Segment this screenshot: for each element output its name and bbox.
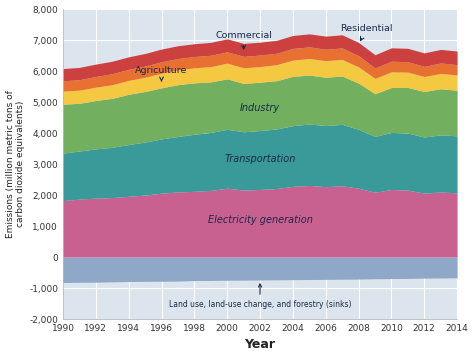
Y-axis label: Emissions (million metric tons of
carbon dioxide equivalents): Emissions (million metric tons of carbon… <box>6 90 25 238</box>
Text: Agriculture: Agriculture <box>135 66 188 81</box>
Text: Transportation: Transportation <box>224 154 296 164</box>
Text: Land use, land-use change, and forestry (sinks): Land use, land-use change, and forestry … <box>169 284 351 309</box>
Text: Industry: Industry <box>240 103 280 113</box>
Text: Residential: Residential <box>340 24 393 41</box>
X-axis label: Year: Year <box>245 338 275 351</box>
Text: Commercial: Commercial <box>215 31 272 49</box>
Text: Electricity generation: Electricity generation <box>208 215 312 225</box>
